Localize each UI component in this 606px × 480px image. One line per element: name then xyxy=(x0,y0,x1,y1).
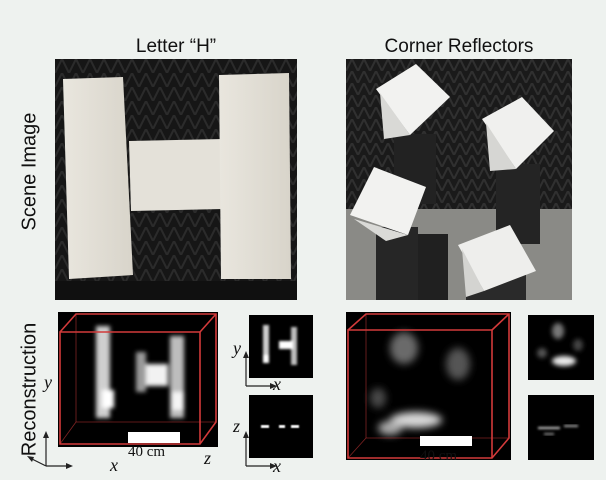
corner-reflectors-volume-render xyxy=(347,313,510,459)
scale-bar-h xyxy=(128,432,180,443)
scale-bar-label-h: 40 cm xyxy=(128,444,166,460)
column-title-letter-h: Letter “H” xyxy=(135,36,217,57)
projection-xy-letter-h xyxy=(249,315,313,378)
scene-photo-corner-reflectors xyxy=(346,59,572,300)
h-crossbar-board xyxy=(129,139,223,211)
axis-gizmo-xz-h xyxy=(243,431,277,469)
projection-xy-h-render xyxy=(263,325,297,365)
row-label-scene-image: Scene Image xyxy=(18,112,41,231)
scale-bar-cr xyxy=(420,436,472,446)
projection-xz-cr-render xyxy=(538,425,578,435)
projection-xz-letter-h xyxy=(249,395,313,458)
axis-label-z-h: z xyxy=(204,448,212,468)
axis-label-y-h: y xyxy=(44,372,52,392)
axis-gizmo-xy-h xyxy=(243,351,277,389)
letter-h-volume-render xyxy=(59,313,217,445)
scale-bar-label-cr: 40 cm xyxy=(420,448,458,464)
reflector-top-right xyxy=(482,97,554,171)
reflector-top-left xyxy=(376,64,450,139)
reflector-bottom-right xyxy=(458,225,536,297)
corner-reflectors-photo-drawing xyxy=(346,59,572,300)
column-title-corner-reflectors: Corner Reflectors xyxy=(384,36,534,57)
projection-xz-corner-reflectors xyxy=(528,395,594,460)
letter-h-photo-drawing xyxy=(55,59,297,300)
axis-label-x-xy-h: x xyxy=(273,374,281,394)
projection-xy-cr-render xyxy=(537,323,583,366)
reflector-middle-left xyxy=(350,167,426,241)
projection-xz-h-render xyxy=(261,425,299,428)
scene-photo-letter-h xyxy=(55,59,297,300)
h-left-board xyxy=(63,77,133,279)
reconstruction-corner-reflectors-volume xyxy=(346,312,511,460)
axis-label-y-xy-h: y xyxy=(233,338,241,358)
reconstruction-letter-h-volume xyxy=(58,312,218,447)
axis-gizmo-h xyxy=(27,431,73,469)
axis-label-x-h: x xyxy=(110,455,118,475)
axis-label-z-xz-h: z xyxy=(233,416,241,436)
projection-xy-corner-reflectors xyxy=(528,315,594,380)
h-right-board xyxy=(219,73,291,279)
